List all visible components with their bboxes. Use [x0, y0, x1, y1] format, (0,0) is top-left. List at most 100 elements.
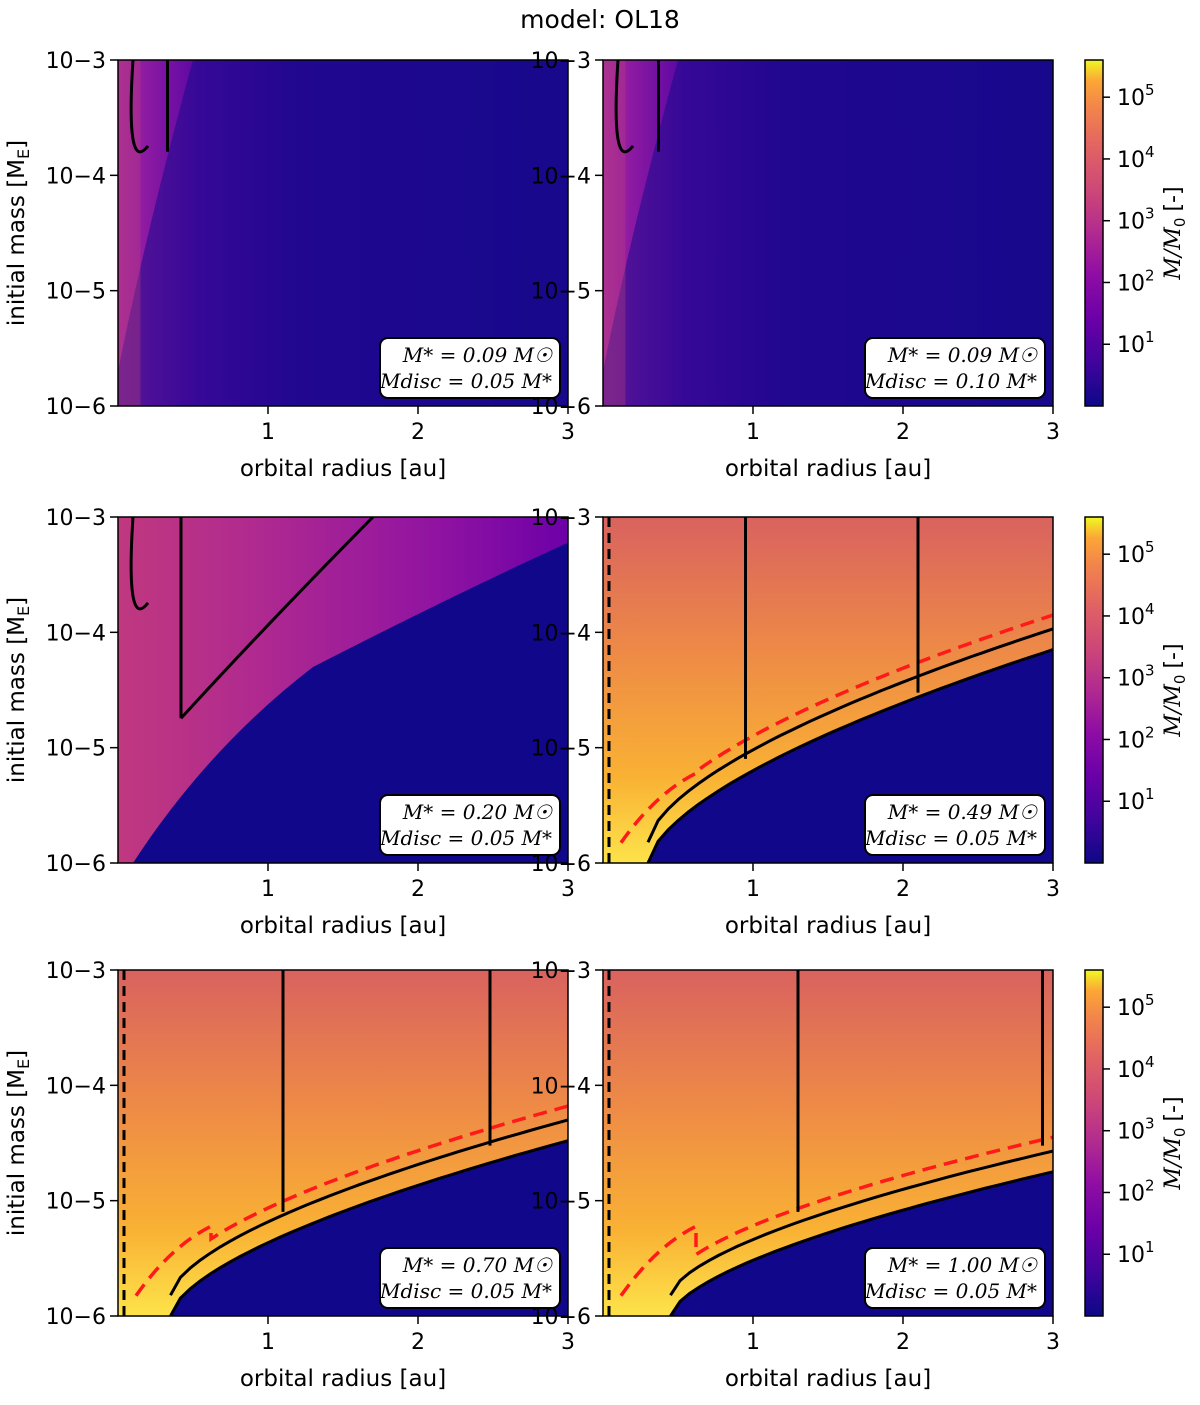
contour-inner-loop [129, 60, 150, 154]
stellar-mass-label: M* = 0.09 M☉ [402, 343, 553, 367]
colorbar-tick-label: 102 [1117, 1176, 1155, 1206]
figure-title: model: OL18 [520, 5, 680, 34]
stellar-mass-label: M* = 0.49 M☉ [887, 800, 1038, 824]
y-tick-label: 10−3 [531, 506, 591, 531]
colorbar-tick-label: 104 [1117, 600, 1155, 630]
x-tick-label: 2 [896, 877, 910, 902]
x-tick-label: 2 [896, 420, 910, 445]
stellar-mass-label: M* = 0.09 M☉ [887, 343, 1038, 367]
colorbar-tick-label: 102 [1117, 266, 1155, 296]
panel-top-left: 1 2 3 10−6 10−5 10−4 10−3 orbital radius [au] in… [4, 49, 575, 482]
heatmap-area [603, 60, 1053, 406]
x-tick-label: 1 [746, 877, 760, 902]
colorbar-tick-label: 104 [1117, 1053, 1155, 1083]
x-tick-label: 2 [411, 877, 425, 902]
colorbar-label: M/M0[-] [1161, 186, 1189, 280]
x-tick-label: 3 [561, 420, 575, 445]
disc-mass-label: Mdisc = 0.05 M* [379, 1279, 552, 1303]
x-tick-label: 3 [1046, 877, 1060, 902]
disc-mass-label: Mdisc = 0.05 M* [379, 826, 552, 850]
low-growth-region [118, 60, 568, 406]
parameter-box: M* = 0.49 M☉Mdisc = 0.05 M* [864, 794, 1046, 856]
colorbar-tick-label: 103 [1117, 662, 1155, 692]
colorbar-tick-label: 103 [1117, 205, 1155, 235]
colorbar-tick-label: 102 [1117, 723, 1155, 753]
parameter-box-frame [379, 1247, 561, 1309]
y-tick-label: 10−6 [46, 1305, 106, 1330]
y-tick-label: 10−4 [531, 621, 591, 646]
y-tick-label: 10−5 [531, 737, 591, 762]
colorbar-1: 101 102 103 104 105 M/M0[-] [1084, 59, 1189, 407]
x-tick-label: 3 [1046, 420, 1060, 445]
x-tick-label: 2 [411, 1330, 425, 1355]
y-tick-label: 10−3 [46, 506, 106, 531]
axes-frame [602, 969, 1054, 1317]
y-tick-label: 10−3 [531, 959, 591, 984]
x-tick-label: 3 [561, 877, 575, 902]
x-axis-label: orbital radius [au] [725, 1366, 931, 1392]
contour-MM [646, 648, 1053, 863]
colorbar-tick-label: 101 [1117, 785, 1155, 815]
y-tick-label: 10−5 [46, 737, 106, 762]
y-axis-label: initial mass [ME] [4, 1050, 33, 1236]
parameter-box: M* = 0.09 M☉Mdisc = 0.10 M* [864, 337, 1046, 399]
y-tick-label: 10−4 [46, 164, 106, 189]
y-tick-label: 10−3 [46, 959, 106, 984]
stellar-mass-label: M* = 1.00 M☉ [887, 1253, 1038, 1277]
x-axis-label: orbital radius [au] [240, 456, 446, 482]
parameter-box: M* = 0.70 M☉Mdisc = 0.05 M* [379, 1247, 561, 1309]
y-tick-label: 10−6 [46, 395, 106, 420]
colorbar-scale [1084, 59, 1104, 407]
low-growth-region [603, 60, 1053, 406]
y-tick-label: 10−6 [531, 852, 591, 877]
isolation-mass-curve [134, 1104, 568, 1297]
x-axis-label: orbital radius [au] [725, 456, 931, 482]
colorbar-3: 101 102 103 104 105 M/M0[-] [1084, 969, 1189, 1317]
disc-mass-label: Mdisc = 0.05 M* [864, 826, 1037, 850]
parameter-box: M* = 0.09 M☉Mdisc = 0.05 M* [379, 337, 561, 399]
x-tick-label: 2 [411, 420, 425, 445]
parameter-box-frame [379, 794, 561, 856]
y-tick-label: 10−4 [531, 164, 591, 189]
x-axis-label: orbital radius [au] [240, 1366, 446, 1392]
colorbar-scale [1084, 516, 1104, 864]
disc-mass-label: Mdisc = 0.10 M* [864, 369, 1037, 393]
disc-mass-label: Mdisc = 0.05 M* [379, 369, 552, 393]
colorbar-tick-label: 105 [1117, 81, 1155, 111]
x-tick-label: 3 [561, 1330, 575, 1355]
y-tick-label: 10−5 [531, 280, 591, 305]
colorbar-tick-label: 105 [1117, 538, 1155, 568]
x-axis-label: orbital radius [au] [725, 913, 931, 939]
panel-middle-left: 1 2 3 10−6 10−5 10−4 10−3 orbital radius [au] in… [4, 506, 575, 939]
colorbar-tick-label: 104 [1117, 143, 1155, 173]
isolation-mass-curve [619, 613, 1053, 844]
contour-ME [169, 1118, 568, 1296]
y-tick-label: 10−5 [46, 1190, 106, 1215]
contour-ME [646, 627, 1053, 843]
disc-mass-label: Mdisc = 0.05 M* [864, 1279, 1037, 1303]
colorbar-tick-label: 101 [1117, 1238, 1155, 1268]
stellar-mass-label: M* = 0.20 M☉ [402, 800, 553, 824]
x-tick-label: 3 [1046, 1330, 1060, 1355]
y-tick-label: 10−4 [46, 621, 106, 646]
colorbar-tick-label: 101 [1117, 328, 1155, 358]
x-tick-label: 1 [261, 877, 275, 902]
y-tick-label: 10−3 [531, 49, 591, 74]
axes-frame [602, 59, 1054, 407]
colorbar-scale [1084, 969, 1104, 1317]
colorbar-label: M/M0[-] [1161, 1096, 1189, 1190]
axes-frame [117, 59, 569, 407]
x-tick-label: 1 [261, 420, 275, 445]
colorbar-tick-label: 105 [1117, 991, 1155, 1021]
contour-inner-loop [614, 60, 635, 154]
y-tick-label: 10−5 [46, 280, 106, 305]
low-growth-region [133, 542, 568, 863]
parameter-box: M* = 1.00 M☉Mdisc = 0.05 M* [864, 1247, 1046, 1309]
isolation-mass-curve [619, 1135, 1053, 1297]
y-tick-label: 10−4 [531, 1074, 591, 1099]
parameter-box: M* = 0.20 M☉Mdisc = 0.05 M* [379, 794, 561, 856]
y-axis-label: initial mass [ME] [4, 140, 33, 326]
inner-disc-band [118, 60, 141, 406]
